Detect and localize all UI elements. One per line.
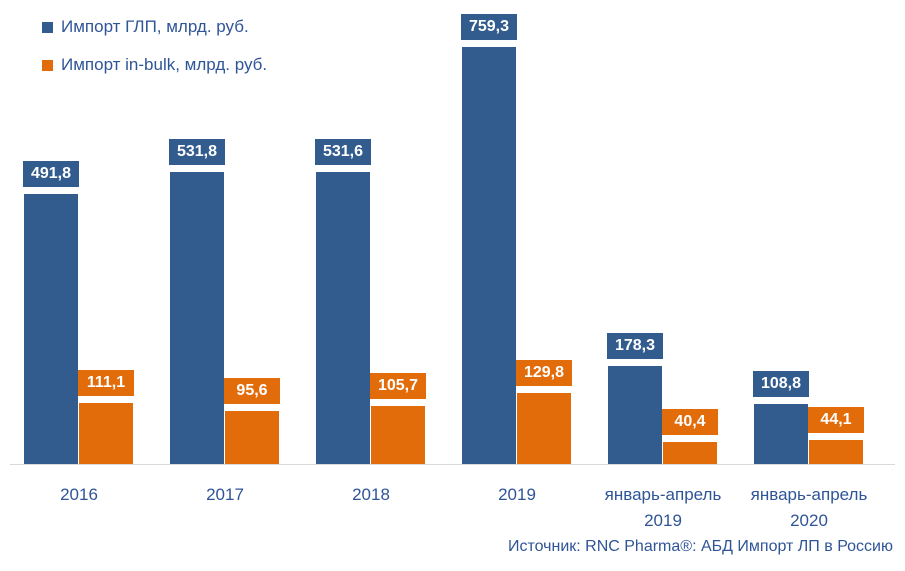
bar-glp-5 (754, 404, 808, 464)
data-label-glp-4: 178,3 (607, 333, 663, 359)
chart-legend: Импорт ГЛП, млрд. руб. Импорт in-bulk, м… (42, 14, 267, 90)
legend-label-glp: Импорт ГЛП, млрд. руб. (61, 17, 249, 36)
data-label-glp-2: 531,6 (315, 139, 371, 165)
bar-inbulk-3 (517, 393, 571, 464)
data-label-glp-1: 531,8 (169, 139, 225, 165)
x-tick-label-1: 2017 (206, 485, 244, 504)
data-label-inbulk-0: 111,1 (78, 370, 134, 396)
data-label-inbulk-5: 44,1 (808, 407, 864, 433)
bar-inbulk-2 (371, 406, 425, 464)
bar-inbulk-5 (809, 440, 863, 464)
legend-item-inbulk: Импорт in-bulk, млрд. руб. (42, 52, 267, 78)
source-note: Источник: RNC Pharma®: АБД Импорт ЛП в Р… (507, 538, 893, 555)
data-label-glp-3: 759,3 (461, 14, 517, 40)
bar-glp-4 (608, 366, 662, 464)
data-label-inbulk-4: 40,4 (662, 409, 718, 435)
x-tick-label-0: 2016 (60, 485, 98, 504)
x-tick-label-2: 2018 (352, 485, 390, 504)
bar-inbulk-0 (79, 403, 133, 464)
legend-label-inbulk: Импорт in-bulk, млрд. руб. (61, 55, 268, 74)
x-axis-line (10, 464, 895, 465)
data-label-inbulk-1: 95,6 (224, 378, 280, 404)
data-label-glp-0: 491,8 (23, 161, 79, 187)
bar-glp-1 (170, 172, 224, 464)
x-tick-label-4: январь-апрель 2019 (604, 485, 722, 530)
bar-inbulk-4 (663, 442, 717, 464)
legend-swatch-glp-icon (42, 21, 53, 33)
bar-inbulk-1 (225, 411, 279, 464)
x-tick-label-5: январь-апрель 2020 (750, 485, 868, 530)
bar-glp-0 (24, 194, 78, 464)
data-label-glp-5: 108,8 (753, 371, 809, 397)
data-label-inbulk-2: 105,7 (370, 373, 426, 399)
bar-glp-3 (462, 47, 516, 464)
bar-glp-2 (316, 172, 370, 464)
x-tick-label-3: 2019 (498, 485, 536, 504)
legend-swatch-inbulk-icon (42, 59, 53, 71)
data-label-inbulk-3: 129,8 (516, 360, 572, 386)
legend-item-glp: Импорт ГЛП, млрд. руб. (42, 14, 267, 40)
